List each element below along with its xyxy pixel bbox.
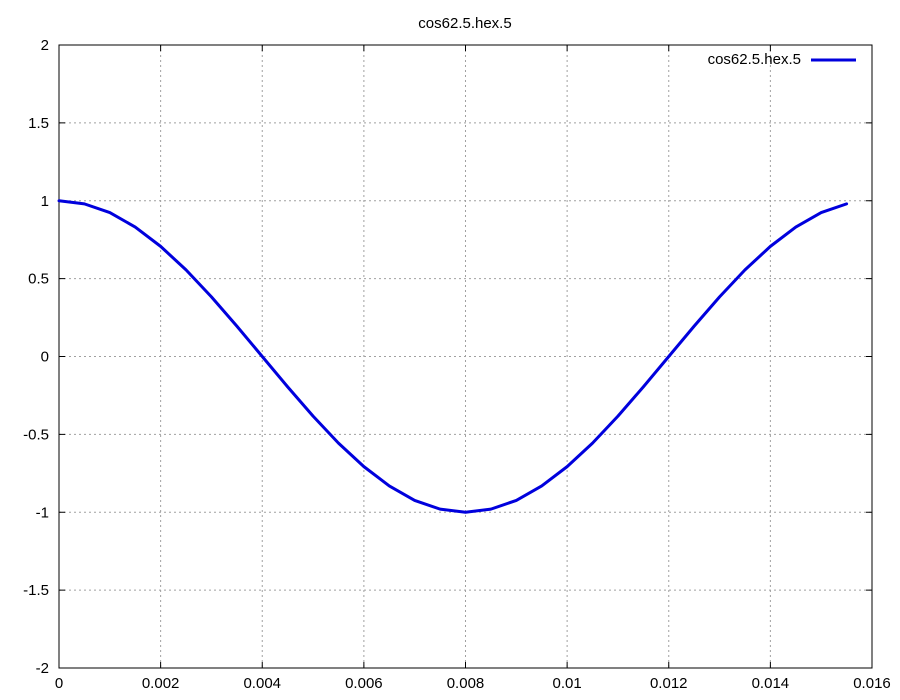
- y-tick-label: -2: [36, 660, 49, 677]
- y-tick-label: -1.5: [23, 582, 49, 599]
- x-tick-label: 0.004: [243, 675, 281, 692]
- grid-lines: [59, 45, 872, 668]
- x-tick-label: 0.006: [345, 675, 383, 692]
- y-tick-label: -0.5: [23, 426, 49, 443]
- y-axis-tick-labels: 2 1.5 1 0.5 0 -0.5 -1 -1.5 -2: [23, 37, 49, 677]
- x-tick-label: 0.002: [142, 675, 180, 692]
- x-tick-label: 0.016: [853, 675, 891, 692]
- legend: cos62.5.hex.5: [708, 51, 856, 68]
- x-tick-label: 0.01: [553, 675, 582, 692]
- y-tick-label: 1.5: [28, 115, 49, 132]
- y-tick-label: -1: [36, 504, 49, 521]
- y-tick-label: 0.5: [28, 271, 49, 288]
- x-tick-label: 0.014: [752, 675, 790, 692]
- series-line: [57, 199, 849, 514]
- legend-label: cos62.5.hex.5: [708, 51, 801, 68]
- y-tick-label: 1: [41, 193, 49, 210]
- chart-title: cos62.5.hex.5: [418, 15, 511, 32]
- axis-ticks: [58, 44, 873, 669]
- x-tick-label: 0.012: [650, 675, 688, 692]
- y-tick-label: 0: [41, 349, 49, 366]
- x-tick-label: 0.008: [447, 675, 485, 692]
- x-tick-label: 0: [55, 675, 63, 692]
- y-tick-label: 2: [41, 37, 49, 54]
- series-layer: [57, 199, 849, 514]
- x-axis-tick-labels: 0 0.002 0.004 0.006 0.008 0.01 0.012 0.014 0.016: [55, 675, 891, 692]
